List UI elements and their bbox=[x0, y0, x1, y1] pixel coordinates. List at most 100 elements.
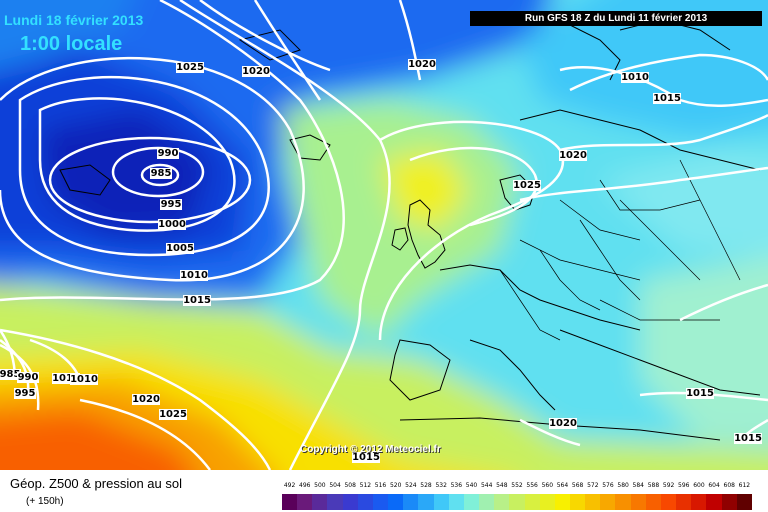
legend-tick: 596 bbox=[678, 482, 690, 489]
isobar-label: 1025 bbox=[176, 62, 204, 73]
isobar-label: 1015 bbox=[653, 93, 681, 104]
isobar-label: 1010 bbox=[621, 72, 649, 83]
legend-swatch bbox=[509, 494, 525, 510]
legend-tick: 496 bbox=[299, 482, 311, 489]
isobar-label: 1000 bbox=[158, 219, 186, 230]
forecast-date: Lundi 18 février 2013 bbox=[4, 12, 144, 28]
legend-tick: 540 bbox=[465, 482, 478, 489]
legend-tick: 532 bbox=[435, 482, 447, 489]
legend-tick: 500 bbox=[314, 482, 326, 489]
borders bbox=[499, 159, 741, 341]
legend-tick: 528 bbox=[420, 482, 432, 489]
legend-swatch bbox=[524, 494, 540, 510]
legend-swatch bbox=[403, 494, 419, 510]
isobar-label: 990 bbox=[158, 148, 179, 159]
legend-tick: 552 bbox=[511, 482, 523, 489]
legend-swatch bbox=[691, 494, 707, 510]
isobar-label: 1015 bbox=[734, 433, 762, 444]
legend-tick: 512 bbox=[359, 482, 372, 489]
legend-tick: 608 bbox=[723, 482, 735, 489]
forecast-time: 1:00 locale bbox=[20, 33, 123, 55]
isobar-label: 1020 bbox=[559, 150, 587, 161]
isobar-1015 bbox=[0, 0, 345, 302]
legend-swatch bbox=[630, 494, 646, 510]
legend-tick: 588 bbox=[647, 482, 660, 489]
legend-tick: 564 bbox=[556, 482, 569, 489]
isobar-label: 1020 bbox=[408, 59, 436, 70]
legend-ticks: 492 496 500 504 508 512 516 520 524 528 532 536 540 5… bbox=[282, 482, 752, 492]
legend-swatch bbox=[554, 494, 570, 510]
isobar-1020-s bbox=[519, 418, 581, 447]
legend-swatch bbox=[357, 494, 373, 510]
legend-swatch bbox=[327, 494, 343, 510]
legend-tick: 544 bbox=[480, 482, 493, 489]
legend-tick: 516 bbox=[374, 482, 387, 489]
legend-tick: 560 bbox=[541, 482, 554, 489]
legend-tick: 568 bbox=[571, 482, 584, 489]
isobar-label: 995 bbox=[161, 199, 182, 210]
isobar-label: 1015 bbox=[352, 452, 380, 463]
isobar-1020-sw bbox=[0, 328, 272, 470]
legend-swatch bbox=[388, 494, 404, 510]
legend-swatch bbox=[433, 494, 449, 510]
isobar-1015-far bbox=[679, 283, 768, 322]
legend-swatch bbox=[372, 494, 389, 510]
isobar-1025-east bbox=[519, 166, 768, 202]
legend-tick: 572 bbox=[587, 482, 599, 489]
footer-bar: Géop. Z500 & pression au sol (+ 150h) 49… bbox=[0, 470, 768, 512]
legend-swatch bbox=[706, 494, 722, 510]
legend-swatch bbox=[463, 494, 480, 510]
legend-swatch bbox=[312, 494, 328, 510]
isobar-label: 985 bbox=[0, 369, 20, 380]
isobar-995 bbox=[48, 136, 252, 224]
legend-swatch bbox=[448, 494, 464, 510]
legend-swatch bbox=[676, 494, 692, 510]
legend-tick: 524 bbox=[405, 482, 417, 489]
legend-swatch bbox=[342, 494, 358, 510]
isobar-1020-top bbox=[398, 0, 422, 81]
isobar-label: 1020 bbox=[132, 394, 160, 405]
legend-tick: 612 bbox=[738, 482, 751, 489]
legend-swatch bbox=[282, 494, 298, 510]
legend-swatch bbox=[615, 494, 631, 510]
isobar-label: 1010 bbox=[180, 270, 208, 281]
legend-tick: 584 bbox=[632, 482, 644, 489]
legend-swatch bbox=[721, 494, 737, 510]
product-title: Géop. Z500 & pression au sol bbox=[10, 476, 182, 491]
legend-tick: 604 bbox=[708, 482, 720, 489]
map-svg: 1025 1020 1020 1010 1015 990 985 995 100… bbox=[0, 0, 768, 470]
isobar-985 bbox=[140, 163, 180, 187]
isobar-label: 1020 bbox=[549, 418, 577, 429]
legend-tick: 576 bbox=[602, 482, 614, 489]
legend-tick: 592 bbox=[662, 482, 675, 489]
isobar-label: 1015 bbox=[686, 388, 714, 399]
isobar-label: 1010 bbox=[70, 374, 98, 385]
legend-swatch bbox=[645, 494, 661, 510]
isobar-1005 bbox=[18, 75, 270, 257]
legend-swatch bbox=[297, 494, 313, 510]
legend-tick: 580 bbox=[617, 482, 629, 489]
isobar-label: 1020 bbox=[242, 66, 270, 77]
isobar-1020-b bbox=[253, 0, 322, 101]
legend-tick: 536 bbox=[450, 482, 463, 489]
isobar-995-w bbox=[0, 343, 40, 411]
isobar-label: 1025 bbox=[159, 409, 187, 420]
legend-tick: 556 bbox=[526, 482, 538, 489]
legend-swatch bbox=[585, 494, 601, 510]
legend-bar bbox=[282, 494, 752, 510]
legend-swatch bbox=[660, 494, 677, 510]
legend-swatch bbox=[479, 494, 495, 510]
legend-tick: 504 bbox=[329, 482, 341, 489]
isobar-1020-east bbox=[559, 113, 768, 152]
legend-tick: 508 bbox=[344, 482, 356, 489]
isobar-1025-north bbox=[199, 0, 331, 72]
isobar-label: 1025 bbox=[513, 180, 541, 191]
legend-swatch bbox=[600, 494, 616, 510]
legend-swatch bbox=[539, 494, 555, 510]
legend-swatch bbox=[418, 494, 434, 510]
legend-swatch bbox=[736, 494, 752, 510]
isobar-label: 1015 bbox=[183, 295, 211, 306]
isobar-1020-north bbox=[179, 0, 391, 470]
isobar-label: 1010 bbox=[52, 373, 80, 384]
isobar-1010-east bbox=[569, 53, 768, 92]
